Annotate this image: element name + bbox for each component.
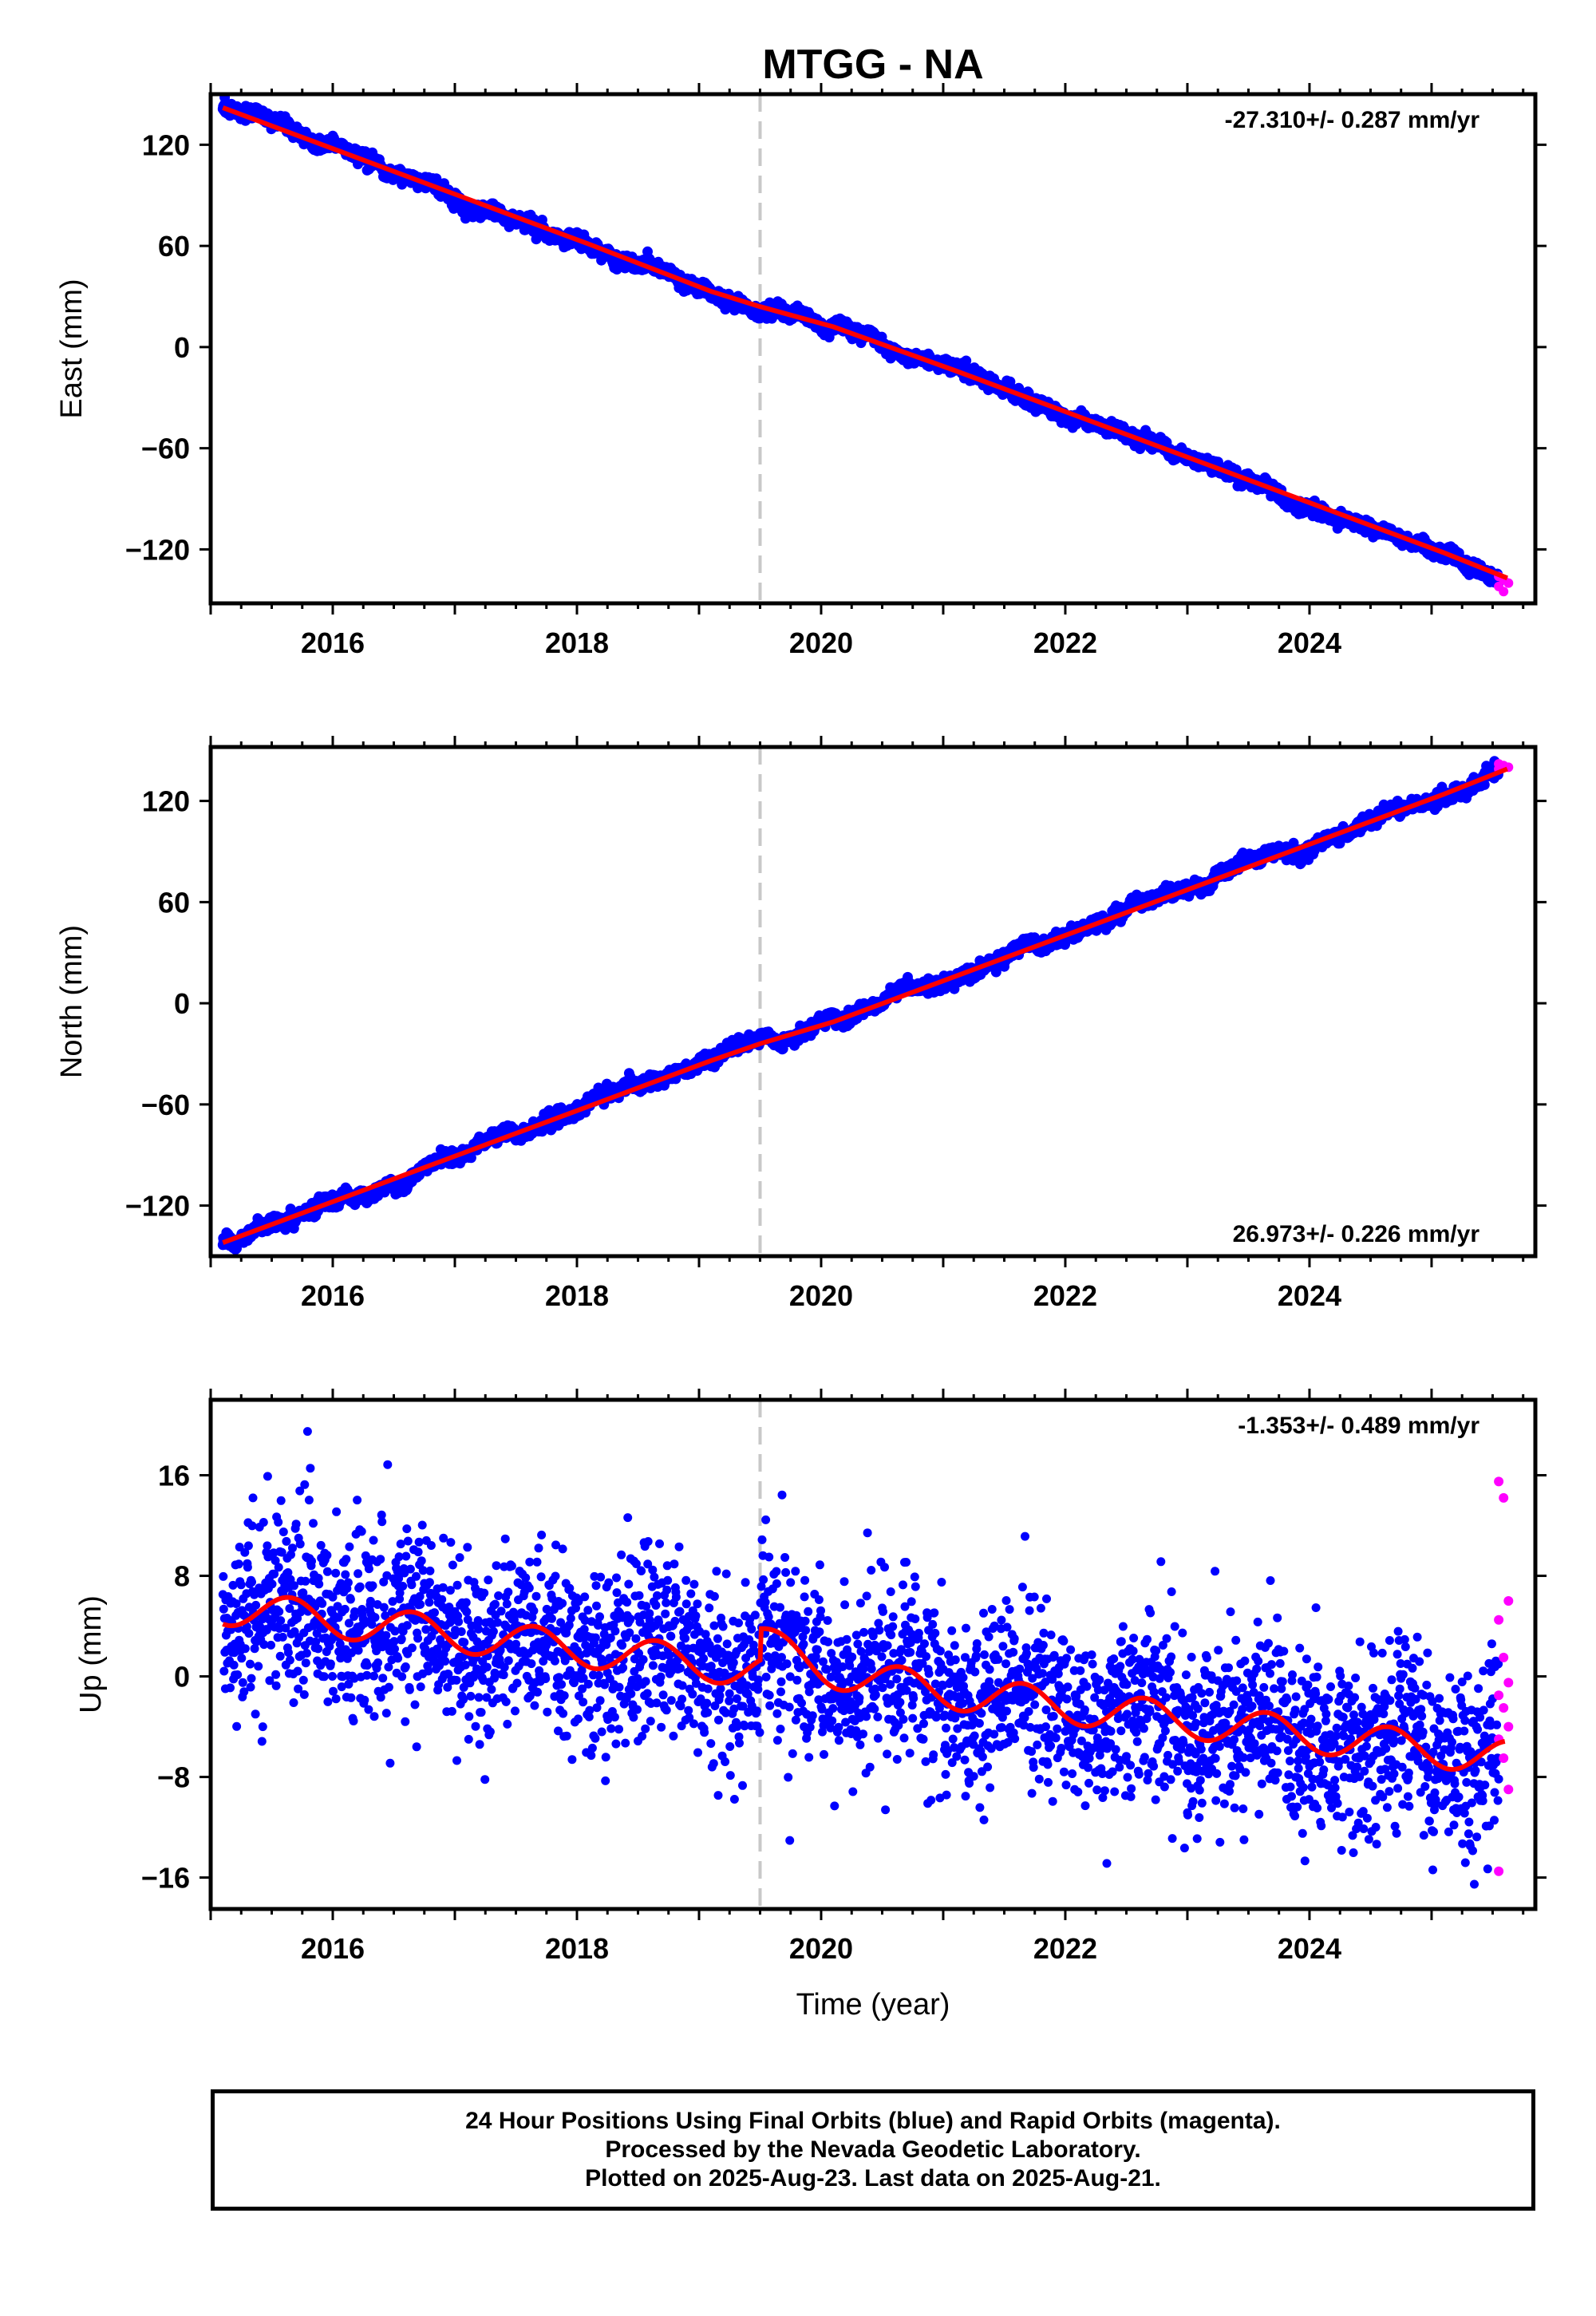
rapid-orbit-point [1499, 587, 1509, 597]
data-points [217, 756, 1514, 1255]
chart-title: MTGG - NA [762, 41, 983, 88]
x-tick-label: 2020 [789, 626, 853, 659]
y-tick-label: −60 [141, 433, 190, 465]
x-tick-label: 2024 [1278, 626, 1341, 659]
x-tick-label: 2022 [1033, 626, 1097, 659]
data-points [217, 94, 1514, 597]
y-axis: 120 60 0 −60 −120 [125, 128, 1547, 566]
y-tick-label: 0 [174, 331, 190, 364]
plot-frame [208, 92, 1538, 606]
y-tick-label: 60 [158, 230, 190, 263]
panel-1: 2016 2018 2020 2022 2024 120 60 0 −60 −120 East (m… [55, 83, 1547, 659]
velocity-rate-label: -27.310+/- 0.287 mm/yr [1225, 107, 1480, 133]
y-axis-label: East (mm) [55, 279, 89, 418]
model-fit-line [222, 105, 1508, 581]
y-tick-label: −120 [125, 533, 190, 566]
rapid-orbit-point [1503, 578, 1514, 588]
x-tick-label: 2016 [301, 626, 365, 659]
final-orbit-point [961, 355, 972, 366]
x-axis: 2016 2018 2020 2022 2024 [209, 83, 1525, 659]
y-tick-label: 120 [142, 128, 190, 161]
x-tick-label: 2018 [545, 626, 609, 659]
